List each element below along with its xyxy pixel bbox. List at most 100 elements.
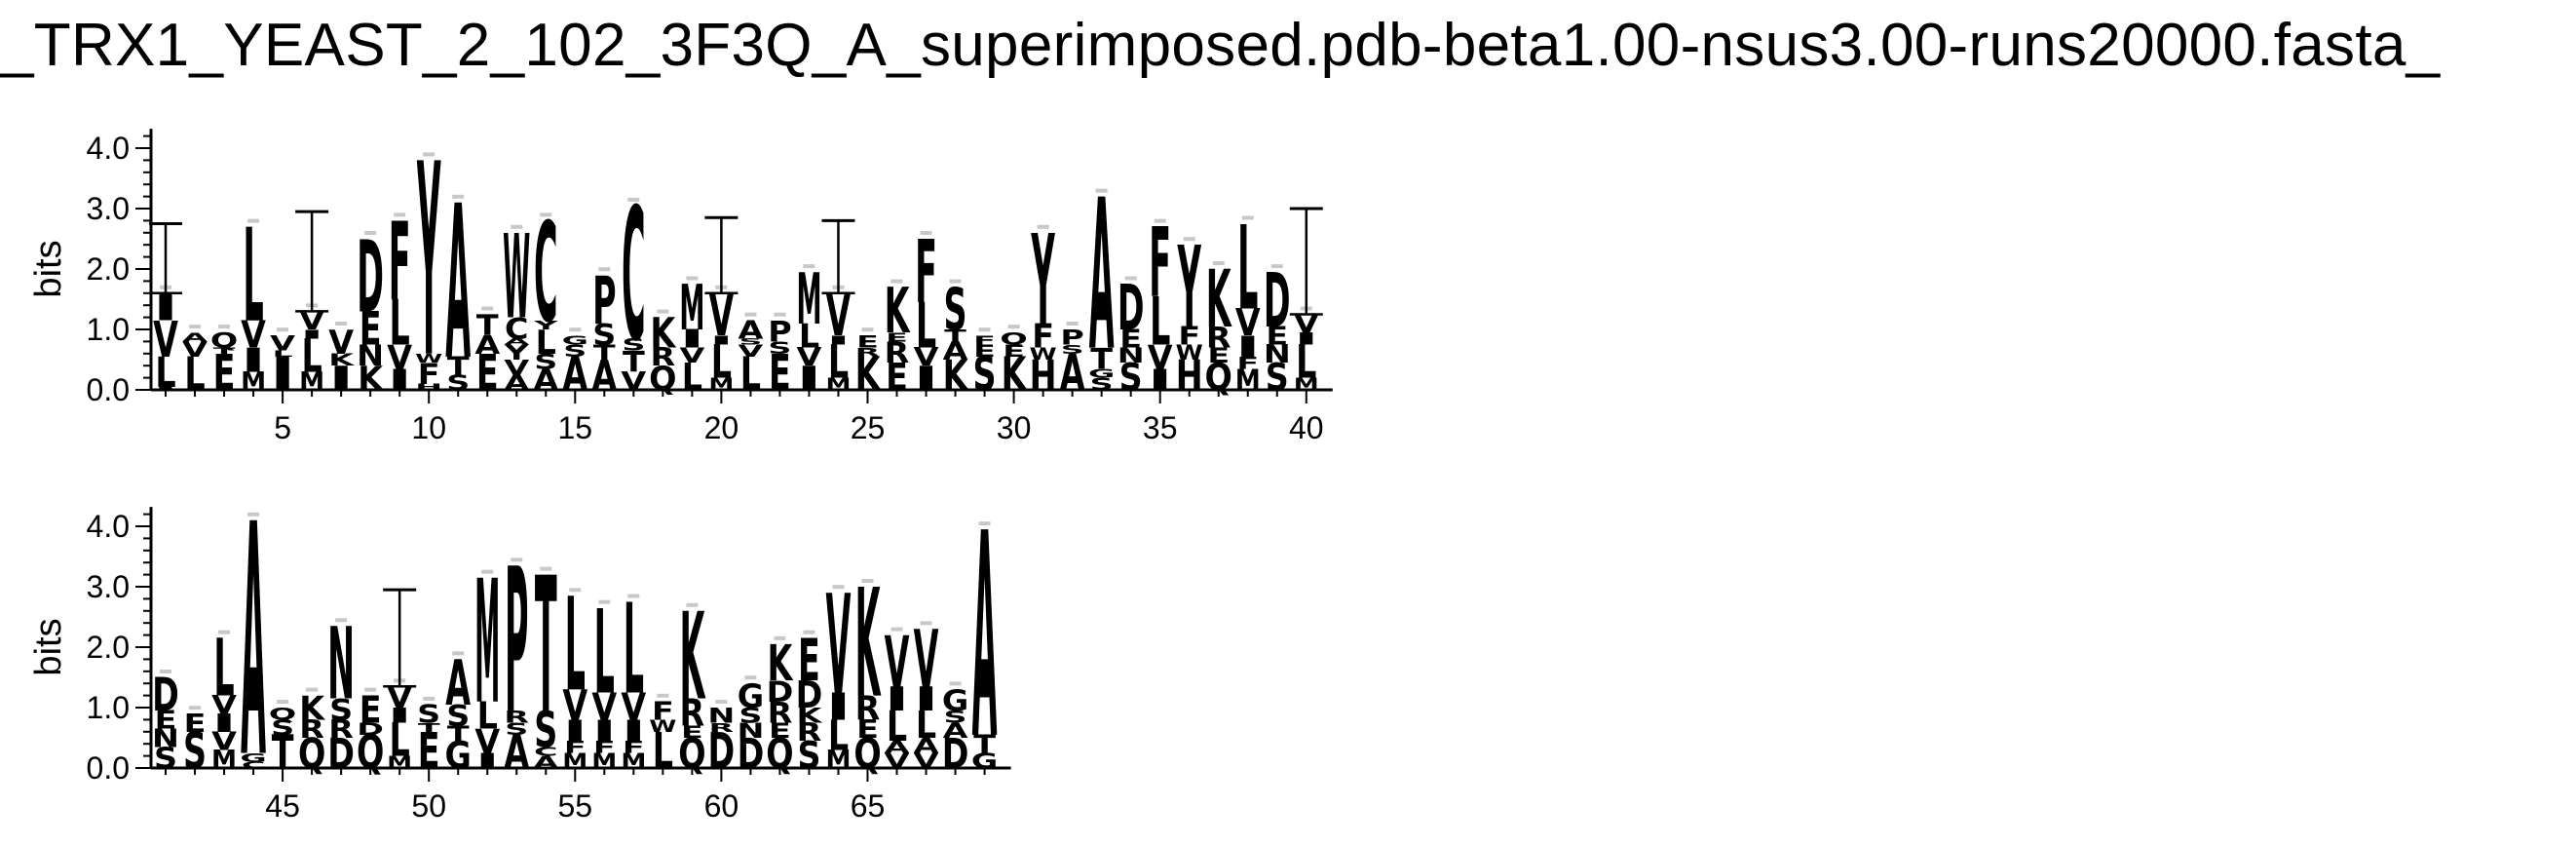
logo-letter-M: M [241, 367, 266, 397]
logo-letter-Q: Q [357, 725, 384, 779]
logo-letter-M: M [474, 545, 500, 743]
logo-letter-D: D [796, 674, 823, 717]
logo-letter-V: V [504, 356, 529, 380]
logo-letter-K: K [797, 704, 823, 728]
logo-letter-I: I [241, 341, 266, 380]
logo-letter-I: I [591, 713, 617, 748]
logo-letter-E: E [1207, 343, 1230, 367]
logo-letter-E: E [418, 723, 440, 781]
x-tick-label: 5 [274, 410, 291, 445]
logo-letter-L: L [565, 570, 586, 720]
logo-letter-I: I [270, 349, 295, 402]
y-tick-label: 0.0 [87, 372, 130, 407]
logo-letter-S: S [446, 370, 470, 395]
logo-letter-R: R [651, 343, 676, 372]
logo-letter-I: I [1235, 329, 1261, 364]
logo-letter-A: A [182, 330, 208, 345]
logo-letter-S: S [797, 735, 820, 778]
logo-letter-I: I [1148, 363, 1173, 397]
logo-letter-E: E [769, 718, 791, 743]
logo-letter-S: S [1119, 357, 1143, 400]
logo-letter-A: A [445, 161, 471, 407]
logo-letter-S: S [768, 338, 791, 358]
logo-letter-A: A [562, 347, 587, 401]
logo-letter-F: F [1236, 354, 1259, 373]
logo-letter-N: N [357, 340, 384, 373]
logo-letter-Q: Q [210, 328, 238, 353]
logo-letter-I: I [679, 325, 704, 354]
y-tick-label: 1.0 [87, 690, 130, 725]
logo-letter-Y: Y [504, 340, 529, 365]
logo-letter-S: S [1061, 342, 1084, 357]
logo-letter-T: T [973, 730, 997, 759]
logo-letter-Q: Q [649, 360, 676, 398]
y-tick-label: 4.0 [87, 509, 130, 544]
logo-letter-K: K [650, 311, 676, 359]
logo-letter-A: A [241, 457, 266, 828]
x-tick-label: 65 [851, 788, 886, 824]
logo-letter-M: M [679, 273, 704, 344]
logo-letter-F: F [1032, 317, 1054, 355]
logo-letter-G: G [971, 749, 998, 773]
logo-letter-V: V [270, 331, 295, 356]
logo-letter-G: G [942, 685, 968, 718]
logo-stack-60: DRN [707, 700, 735, 781]
logo-letter-E: E [1003, 341, 1025, 361]
logo-letter-K: K [943, 353, 969, 401]
logo-letter-D: D [767, 675, 794, 709]
logo-letter-D: D [152, 668, 179, 721]
logo-letter-W: W [1030, 345, 1057, 365]
logo-letter-A: A [504, 336, 529, 346]
logo-letter-M: M [562, 749, 587, 773]
logo-letter-C: C [534, 745, 557, 759]
logo-letter-N: N [1264, 340, 1291, 369]
logo-letter-I: I [796, 359, 821, 398]
logo-letter-A: A [533, 753, 558, 773]
logo-letter-C: C [242, 760, 265, 770]
logo-letter-I: I [884, 680, 909, 719]
logo-letter-R: R [504, 708, 529, 727]
logo-letter-P: P [1060, 326, 1083, 350]
logo-letter-A: A [739, 316, 764, 345]
logo-letter-K: K [855, 347, 882, 401]
logo-letter-L: L [916, 291, 936, 364]
logo-letter-S: S [622, 335, 645, 355]
logo-letter-G: G [562, 333, 588, 348]
logo-letter-V: V [885, 749, 910, 773]
logo-letter-Y: Y [417, 107, 441, 416]
logo-letter-L: L [1150, 283, 1170, 361]
logo-letter-N: N [1118, 343, 1145, 367]
logo-letter-E: E [769, 345, 791, 403]
logo-letter-T: T [447, 721, 470, 746]
logo-letter-S: S [739, 704, 762, 728]
logo-letter-V: V [914, 343, 939, 372]
logo-letter-M: M [825, 375, 851, 394]
logo-letter-I: I [914, 680, 939, 719]
logo-letter-I: I [299, 326, 324, 341]
logo-stack-58: LWF [649, 693, 677, 781]
logo-letter-S: S [183, 723, 207, 781]
logo-letter-H: H [1030, 353, 1057, 401]
logo-letter-V: V [328, 323, 354, 361]
logo-letter-S: S [944, 277, 967, 344]
logo-letter-R: R [680, 692, 705, 735]
logo-stack-5: ILV [270, 327, 295, 402]
logo-letter-L: L [1237, 201, 1258, 336]
logo-letter-H: H [415, 382, 442, 392]
logo-letter-C: C [534, 194, 557, 354]
logo-letter-N: N [707, 704, 735, 728]
logo-letter-K: K [885, 276, 911, 348]
logo-letter-F: F [418, 358, 440, 391]
